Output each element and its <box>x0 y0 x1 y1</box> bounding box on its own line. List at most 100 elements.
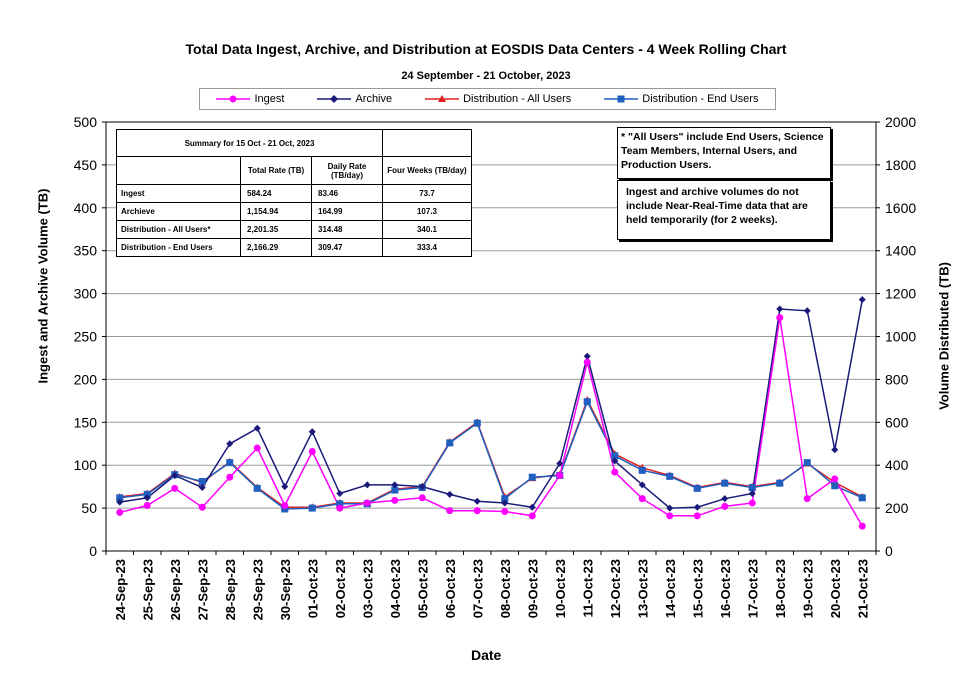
x-tick-label: 06-Oct-23 <box>443 559 458 618</box>
y-axis-left-label: Ingest and Archive Volume (TB) <box>35 188 51 384</box>
legend-marker-archive <box>317 95 352 103</box>
y-axis-right-label: Volume Distributed (TB) <box>936 262 952 410</box>
data-point <box>501 499 509 507</box>
data-point <box>693 503 701 511</box>
data-point <box>776 479 784 487</box>
legend-marker-ingest <box>216 95 251 103</box>
data-point <box>803 495 811 503</box>
x-tick-label: 25-Sep-23 <box>140 559 155 620</box>
y-tick-label-left: 400 <box>74 200 98 216</box>
summary-col-total: Total Rate (TB) <box>240 156 312 185</box>
data-point <box>638 481 646 489</box>
data-point <box>858 494 866 502</box>
data-point <box>116 508 124 516</box>
y-tick-label-left: 300 <box>74 286 98 302</box>
y-tick-label-right: 1800 <box>885 157 916 173</box>
x-tick-label: 05-Oct-23 <box>415 559 430 618</box>
x-axis-label: Date <box>471 647 502 663</box>
y-tick-label-right: 200 <box>885 500 909 516</box>
x-tick-label: 20-Oct-23 <box>828 559 843 618</box>
summary-four: 333.4 <box>382 238 472 257</box>
data-point <box>666 512 674 520</box>
data-point <box>556 459 564 467</box>
x-tick-label: 12-Oct-23 <box>608 559 623 618</box>
data-point <box>226 440 234 448</box>
data-point <box>198 478 206 486</box>
legend-marker-distribution-end <box>604 95 639 103</box>
summary-row-label: Ingest <box>116 184 241 203</box>
x-tick-label: 07-Oct-23 <box>470 559 485 618</box>
summary-total: 584.24 <box>240 184 312 203</box>
data-point <box>666 504 674 512</box>
data-point <box>308 504 316 512</box>
summary-four: 73.7 <box>382 184 472 203</box>
y-tick-label-right: 800 <box>885 371 909 387</box>
note-all-users: * "All Users" include End Users, Science… <box>617 127 831 179</box>
summary-four: 340.1 <box>382 220 472 239</box>
data-point <box>418 483 426 491</box>
data-point <box>198 503 206 511</box>
summary-row-label: Archieve <box>116 202 241 221</box>
summary-daily: 164.99 <box>311 202 383 221</box>
x-tick-label: 19-Oct-23 <box>800 559 815 618</box>
x-tick-label: 21-Oct-23 <box>855 559 870 618</box>
data-point <box>116 494 124 502</box>
y-tick-label-left: 500 <box>74 114 98 130</box>
series-line-ingest <box>119 317 863 527</box>
data-point <box>253 424 261 432</box>
x-tick-label: 04-Oct-23 <box>388 559 403 618</box>
summary-col-four: Four Weeks (TB/day) <box>382 156 472 185</box>
data-point <box>528 503 536 511</box>
summary-daily: 83.46 <box>311 184 383 203</box>
x-tick-label: 02-Oct-23 <box>333 559 348 618</box>
summary-row-label: Distribution - All Users* <box>116 220 241 239</box>
data-point <box>776 305 784 313</box>
legend-item-distribution-end: Distribution - End Users <box>604 93 758 105</box>
data-point <box>446 439 454 447</box>
data-point <box>583 352 591 360</box>
legend-item-ingest: Ingest <box>216 93 284 105</box>
data-point <box>336 490 344 498</box>
x-tick-label: 09-Oct-23 <box>525 559 540 618</box>
data-point <box>281 483 289 491</box>
y-tick-label-right: 600 <box>885 414 909 430</box>
x-tick-label: 28-Sep-23 <box>223 559 238 620</box>
data-point <box>748 499 756 507</box>
y-tick-label-right: 400 <box>885 457 909 473</box>
data-point <box>473 507 481 515</box>
note-near-real-time: Ingest and archive volumes do not includ… <box>617 180 831 240</box>
legend-label-ingest: Ingest <box>254 93 285 105</box>
legend-marker-distribution-all <box>425 95 460 102</box>
data-point <box>528 473 536 481</box>
data-point <box>446 507 454 515</box>
data-point <box>363 499 371 507</box>
y-tick-label-left: 100 <box>74 457 98 473</box>
data-point <box>858 522 866 530</box>
x-tick-label: 15-Oct-23 <box>690 559 705 618</box>
data-point <box>583 358 591 366</box>
series-markers <box>115 296 867 530</box>
data-point <box>638 495 646 503</box>
summary-four: 107.3 <box>382 202 472 221</box>
data-point <box>721 479 729 487</box>
x-tick-label: 24-Sep-23 <box>113 559 128 620</box>
series-lines <box>119 299 864 527</box>
x-tick-label: 26-Sep-23 <box>168 559 183 620</box>
data-point <box>116 498 124 506</box>
summary-col-daily: Daily Rate (TB/day) <box>311 156 383 185</box>
x-axis: 24-Sep-23 25-Sep-23 26-Sep-23 27-Sep-23 28-S… <box>105 551 877 620</box>
x-tick-label: 18-Oct-23 <box>773 559 788 618</box>
data-point <box>308 447 316 455</box>
data-point <box>501 508 509 516</box>
x-tick-label: 03-Oct-23 <box>360 559 375 618</box>
y-tick-label-right: 2000 <box>885 114 916 130</box>
summary-caption: Summary for 15 Oct - 21 Oct, 2023 <box>116 129 383 157</box>
x-tick-label: 16-Oct-23 <box>718 559 733 618</box>
summary-row: Ingest 584.24 83.46 73.7 <box>116 184 472 203</box>
data-point <box>391 486 399 494</box>
data-point <box>226 473 234 481</box>
summary-row: Distribution - End Users 2,166.29 309.47… <box>116 238 472 257</box>
data-point <box>583 398 591 406</box>
x-tick-label: 27-Sep-23 <box>195 559 210 620</box>
